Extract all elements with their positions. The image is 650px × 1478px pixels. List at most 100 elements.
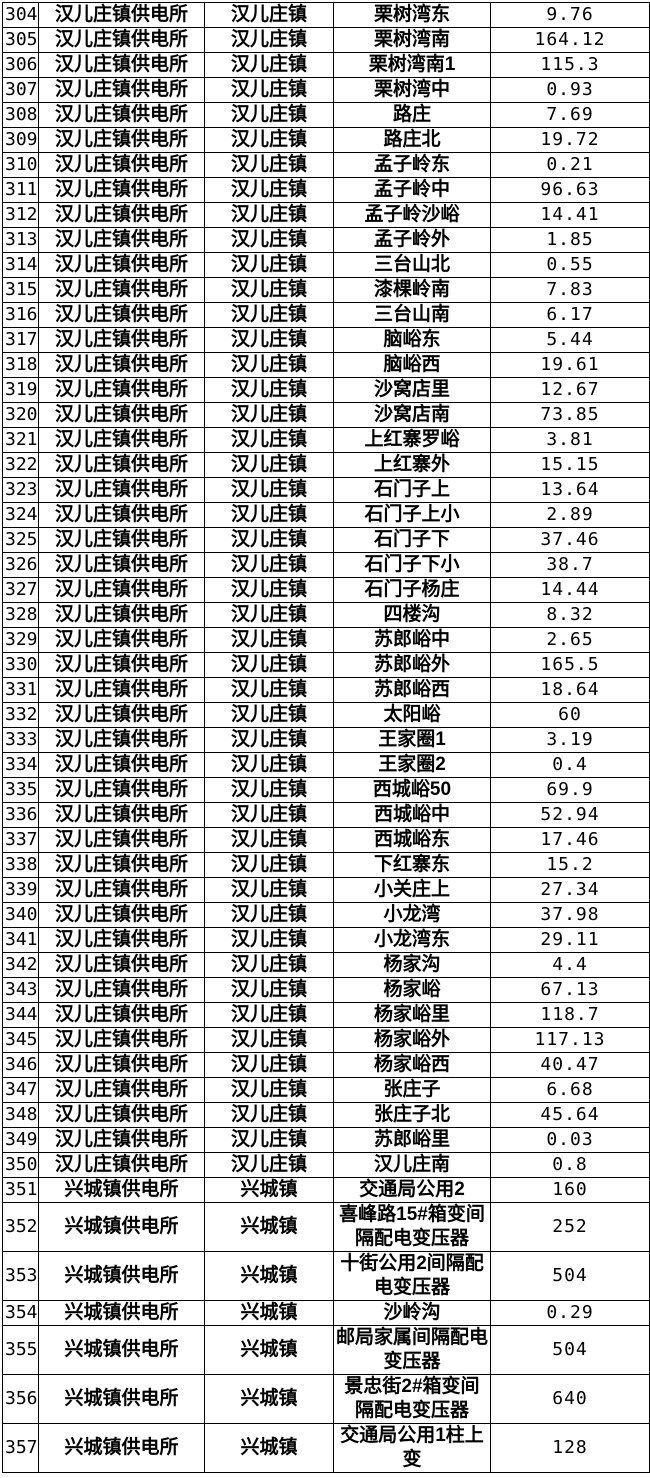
cell-area-name: 石门子上 bbox=[333, 477, 491, 503]
table-row: 352 兴城镇供电所 兴城镇 喜峰路15#箱变间隔配电变压器 252 bbox=[2, 1202, 650, 1252]
cell-station: 汉儿庄镇供电所 bbox=[38, 1102, 205, 1128]
cell-row-number: 312 bbox=[2, 202, 39, 228]
table-row: 323 汉儿庄镇供电所 汉儿庄镇 石门子上 13.64 bbox=[2, 477, 650, 503]
cell-town: 汉儿庄镇 bbox=[204, 552, 334, 578]
cell-value: 69.9 bbox=[490, 777, 650, 803]
cell-station: 汉儿庄镇供电所 bbox=[38, 977, 205, 1003]
cell-station: 汉儿庄镇供电所 bbox=[38, 927, 205, 953]
cell-area-name: 苏郎峪中 bbox=[333, 627, 491, 653]
cell-row-number: 310 bbox=[2, 152, 39, 178]
table-row: 330 汉儿庄镇供电所 汉儿庄镇 苏郎峪外 165.5 bbox=[2, 652, 650, 678]
cell-station: 汉儿庄镇供电所 bbox=[38, 727, 205, 753]
cell-row-number: 306 bbox=[2, 52, 39, 78]
cell-station: 汉儿庄镇供电所 bbox=[38, 552, 205, 578]
cell-area-name: 脑峪东 bbox=[333, 327, 491, 353]
table-row: 326 汉儿庄镇供电所 汉儿庄镇 石门子下小 38.7 bbox=[2, 552, 650, 578]
cell-station: 汉儿庄镇供电所 bbox=[38, 1052, 205, 1078]
cell-value: 160 bbox=[490, 1177, 650, 1203]
cell-value: 17.46 bbox=[490, 827, 650, 853]
cell-value: 3.19 bbox=[490, 727, 650, 753]
cell-area-name: 杨家峪 bbox=[333, 977, 491, 1003]
table-row: 308 汉儿庄镇供电所 汉儿庄镇 路庄 7.69 bbox=[2, 102, 650, 128]
cell-town: 汉儿庄镇 bbox=[204, 602, 334, 628]
cell-town: 汉儿庄镇 bbox=[204, 202, 334, 228]
cell-station: 汉儿庄镇供电所 bbox=[38, 852, 205, 878]
cell-station: 汉儿庄镇供电所 bbox=[38, 2, 205, 28]
cell-station: 汉儿庄镇供电所 bbox=[38, 152, 205, 178]
cell-row-number: 344 bbox=[2, 1002, 39, 1028]
cell-value: 29.11 bbox=[490, 927, 650, 953]
cell-row-number: 346 bbox=[2, 1052, 39, 1078]
cell-value: 164.12 bbox=[490, 27, 650, 53]
cell-value: 7.69 bbox=[490, 102, 650, 128]
cell-station: 汉儿庄镇供电所 bbox=[38, 477, 205, 503]
table-row: 314 汉儿庄镇供电所 汉儿庄镇 三台山北 0.55 bbox=[2, 252, 650, 278]
table-row: 340 汉儿庄镇供电所 汉儿庄镇 小龙湾 37.98 bbox=[2, 902, 650, 928]
cell-town: 汉儿庄镇 bbox=[204, 27, 334, 53]
table-row: 310 汉儿庄镇供电所 汉儿庄镇 孟子岭东 0.21 bbox=[2, 152, 650, 178]
table-row: 341 汉儿庄镇供电所 汉儿庄镇 小龙湾东 29.11 bbox=[2, 927, 650, 953]
cell-value: 504 bbox=[490, 1325, 650, 1375]
cell-town: 汉儿庄镇 bbox=[204, 1152, 334, 1178]
cell-row-number: 308 bbox=[2, 102, 39, 128]
cell-area-name: 上红寨外 bbox=[333, 452, 491, 478]
cell-town: 汉儿庄镇 bbox=[204, 1127, 334, 1153]
cell-town: 汉儿庄镇 bbox=[204, 802, 334, 828]
table-row: 348 汉儿庄镇供电所 汉儿庄镇 张庄子北 45.64 bbox=[2, 1102, 650, 1128]
table-row: 322 汉儿庄镇供电所 汉儿庄镇 上红寨外 15.15 bbox=[2, 452, 650, 478]
cell-row-number: 311 bbox=[2, 177, 39, 203]
cell-town: 汉儿庄镇 bbox=[204, 127, 334, 153]
table-row: 333 汉儿庄镇供电所 汉儿庄镇 王家圈1 3.19 bbox=[2, 727, 650, 753]
cell-value: 13.64 bbox=[490, 477, 650, 503]
cell-town: 汉儿庄镇 bbox=[204, 352, 334, 378]
table-row: 356 兴城镇供电所 兴城镇 景忠街2#箱变间隔配电变压器 640 bbox=[2, 1374, 650, 1424]
cell-town: 汉儿庄镇 bbox=[204, 77, 334, 103]
cell-row-number: 318 bbox=[2, 352, 39, 378]
cell-value: 2.65 bbox=[490, 627, 650, 653]
cell-station: 汉儿庄镇供电所 bbox=[38, 277, 205, 303]
cell-station: 兴城镇供电所 bbox=[38, 1374, 205, 1424]
table-row: 338 汉儿庄镇供电所 汉儿庄镇 下红寨东 15.2 bbox=[2, 852, 650, 878]
cell-town: 汉儿庄镇 bbox=[204, 477, 334, 503]
cell-value: 52.94 bbox=[490, 802, 650, 828]
cell-town: 汉儿庄镇 bbox=[204, 302, 334, 328]
cell-row-number: 314 bbox=[2, 252, 39, 278]
cell-station: 汉儿庄镇供电所 bbox=[38, 402, 205, 428]
cell-value: 118.7 bbox=[490, 1002, 650, 1028]
cell-row-number: 330 bbox=[2, 652, 39, 678]
cell-station: 汉儿庄镇供电所 bbox=[38, 327, 205, 353]
cell-value: 37.98 bbox=[490, 902, 650, 928]
cell-value: 128 bbox=[490, 1423, 650, 1473]
cell-station: 兴城镇供电所 bbox=[38, 1423, 205, 1473]
cell-station: 汉儿庄镇供电所 bbox=[38, 102, 205, 128]
cell-value: 0.03 bbox=[490, 1127, 650, 1153]
cell-row-number: 315 bbox=[2, 277, 39, 303]
cell-area-name: 杨家峪西 bbox=[333, 1052, 491, 1078]
cell-value: 1.85 bbox=[490, 227, 650, 253]
cell-value: 0.55 bbox=[490, 252, 650, 278]
cell-station: 汉儿庄镇供电所 bbox=[38, 177, 205, 203]
table-row: 353 兴城镇供电所 兴城镇 十街公用2间隔配电变压器 504 bbox=[2, 1251, 650, 1301]
cell-value: 0.4 bbox=[490, 752, 650, 778]
table-row: 318 汉儿庄镇供电所 汉儿庄镇 脑峪西 19.61 bbox=[2, 352, 650, 378]
table-row: 355 兴城镇供电所 兴城镇 邮局家属间隔配电变压器 504 bbox=[2, 1325, 650, 1375]
cell-town: 汉儿庄镇 bbox=[204, 177, 334, 203]
cell-area-name: 西城峪东 bbox=[333, 827, 491, 853]
cell-area-name: 三台山南 bbox=[333, 302, 491, 328]
cell-area-name: 脑峪西 bbox=[333, 352, 491, 378]
cell-station: 汉儿庄镇供电所 bbox=[38, 52, 205, 78]
cell-town: 汉儿庄镇 bbox=[204, 502, 334, 528]
table-row: 357 兴城镇供电所 兴城镇 交通局公用1柱上变 128 bbox=[2, 1423, 650, 1473]
table-row: 311 汉儿庄镇供电所 汉儿庄镇 孟子岭中 96.63 bbox=[2, 177, 650, 203]
cell-town: 汉儿庄镇 bbox=[204, 1027, 334, 1053]
cell-row-number: 343 bbox=[2, 977, 39, 1003]
cell-station: 汉儿庄镇供电所 bbox=[38, 677, 205, 703]
cell-station: 汉儿庄镇供电所 bbox=[38, 352, 205, 378]
table-row: 315 汉儿庄镇供电所 汉儿庄镇 漆棵岭南 7.83 bbox=[2, 277, 650, 303]
cell-area-name: 石门子下小 bbox=[333, 552, 491, 578]
cell-town: 兴城镇 bbox=[204, 1177, 334, 1203]
cell-area-name: 张庄子北 bbox=[333, 1102, 491, 1128]
cell-town: 汉儿庄镇 bbox=[204, 927, 334, 953]
cell-town: 兴城镇 bbox=[204, 1251, 334, 1301]
